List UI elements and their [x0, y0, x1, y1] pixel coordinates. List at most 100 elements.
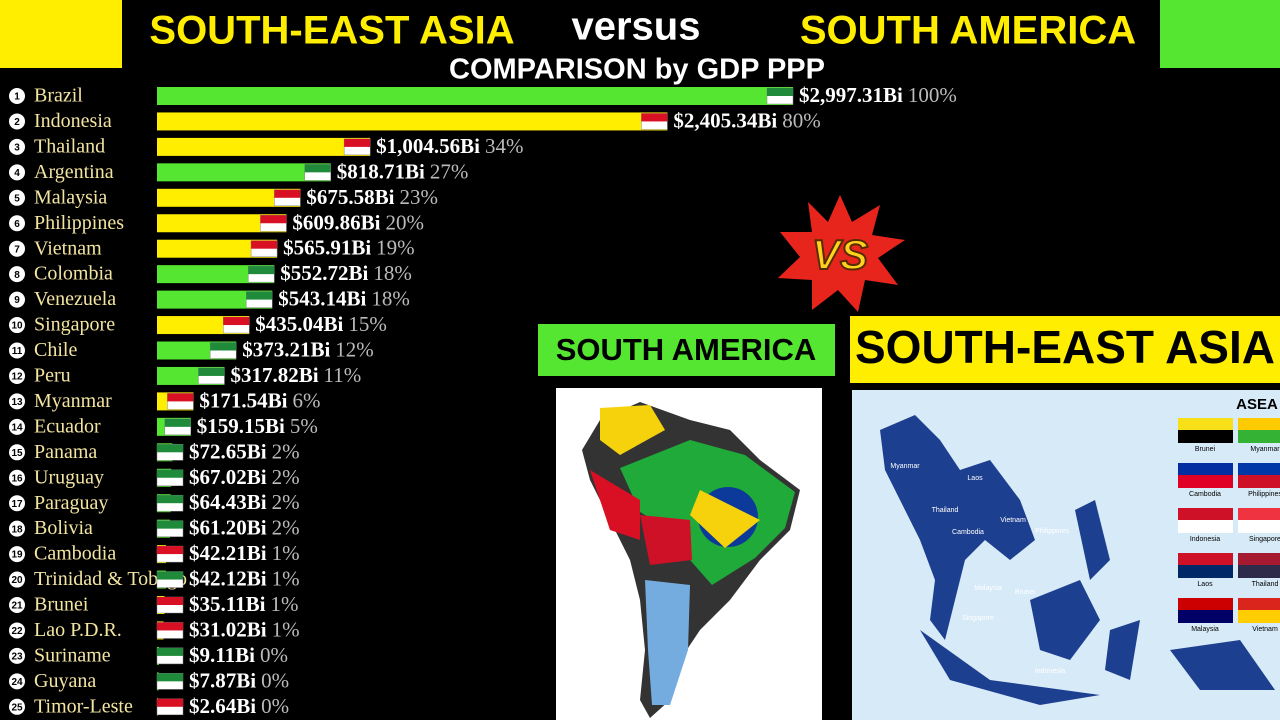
- category-label: Singapore: [34, 314, 115, 336]
- value-label: $67.02Bi 2%: [189, 465, 300, 489]
- value-label: $2,405.34Bi 80%: [673, 108, 820, 132]
- flag: [1178, 475, 1233, 488]
- value-text: $818.71Bi: [337, 159, 425, 183]
- rank-badge: [9, 266, 25, 283]
- share-text: 6%: [292, 388, 320, 412]
- flag-icon: [260, 215, 287, 224]
- value-label: $2.64Bi 0%: [189, 694, 289, 718]
- value-label: $7.87Bi 0%: [189, 668, 289, 692]
- share-text: 23%: [399, 185, 438, 209]
- category-label: Argentina: [34, 161, 114, 183]
- value-text: $42.12Bi: [189, 566, 267, 590]
- flag-label: Indonesia: [1190, 536, 1220, 543]
- bar: [157, 214, 287, 233]
- flag: [1238, 508, 1280, 520]
- flag-label: Myanmar: [1250, 446, 1280, 453]
- flag-icon: [157, 698, 183, 707]
- chart-title: versus: [572, 5, 701, 49]
- value-label: $435.04Bi 15%: [255, 312, 387, 336]
- bars: 1 Brazil $2,997.31Bi 100%2 Indonesia $2,405.3…: [9, 83, 957, 718]
- bar: [157, 239, 278, 258]
- value-text: $2,997.31Bi: [799, 83, 903, 107]
- rank-badge: [9, 189, 25, 206]
- map-label: Thailand: [932, 507, 959, 514]
- category-label: Philippines: [34, 212, 124, 234]
- rank-badge: [9, 698, 25, 715]
- value-text: $72.65Bi: [189, 439, 267, 463]
- flag: [1178, 430, 1233, 443]
- flag-icon: [157, 673, 183, 682]
- bar: [157, 87, 793, 105]
- value-text: $7.87Bi: [189, 668, 256, 692]
- value-text: $9.11Bi: [189, 643, 255, 667]
- flag-label: Thailand: [1252, 581, 1279, 588]
- value-label: $675.58Bi 23%: [306, 185, 438, 209]
- value-text: $1,004.56Bi: [376, 134, 480, 158]
- value-text: $552.72Bi: [280, 261, 368, 285]
- panel-label-bg: [538, 324, 835, 376]
- bar: [157, 112, 668, 131]
- category-label: Indonesia: [34, 110, 112, 132]
- category-label: Thailand: [34, 135, 105, 157]
- category-label: Brunei: [34, 594, 89, 616]
- rank-label: 23: [11, 652, 23, 663]
- share-text: 2%: [272, 515, 300, 539]
- value-label: $1,004.56Bi 34%: [376, 134, 523, 158]
- rank-badge: [9, 571, 25, 588]
- value-text: $159.15Bi: [197, 414, 285, 438]
- value-label: $9.11Bi 0%: [189, 643, 288, 667]
- flag-icon: [304, 164, 331, 173]
- rank-label: 2: [14, 117, 20, 128]
- share-text: 34%: [485, 134, 524, 158]
- share-text: 80%: [782, 108, 821, 132]
- value-label: $171.54Bi 6%: [199, 388, 320, 412]
- bar: [157, 290, 273, 309]
- flag: [1238, 610, 1280, 623]
- share-text: 12%: [335, 337, 374, 361]
- flag: [1178, 610, 1233, 623]
- flag-label: Brunei: [1195, 446, 1216, 453]
- flag: [1178, 463, 1233, 475]
- category-label: Malaysia: [34, 186, 107, 208]
- header-block: [1160, 0, 1280, 68]
- vs-badge: [778, 195, 905, 312]
- bar: [157, 163, 331, 182]
- category-label: Cambodia: [34, 543, 116, 565]
- flag-icon: [157, 647, 183, 656]
- flag: [1178, 598, 1233, 610]
- flag-icon: [157, 571, 183, 580]
- rank-label: 1: [14, 92, 20, 103]
- rank-badge: [9, 520, 25, 537]
- rank-badge: [9, 393, 25, 410]
- share-text: 0%: [261, 694, 289, 718]
- rank-badge: [9, 673, 25, 690]
- value-text: $609.86Bi: [292, 210, 380, 234]
- value-text: $35.11Bi: [189, 592, 266, 616]
- map-label: Cambodia: [952, 529, 984, 536]
- value-text: $2.64Bi: [189, 694, 256, 718]
- panel-label: SOUTH-EAST ASIA: [855, 321, 1275, 373]
- share-text: 1%: [272, 541, 300, 565]
- flag: [1178, 565, 1233, 578]
- flag-icon: [198, 367, 225, 376]
- value-label: $543.14Bi 18%: [278, 286, 410, 310]
- value-text: $565.91Bi: [283, 236, 371, 260]
- flag-icon: [210, 342, 237, 351]
- value-text: $435.04Bi: [255, 312, 343, 336]
- value-label: $818.71Bi 27%: [337, 159, 469, 183]
- flag-icon: [157, 597, 183, 605]
- flag: [1238, 430, 1280, 443]
- flag-icon: [167, 393, 194, 402]
- rank-badge: [9, 113, 25, 130]
- rank-label: 21: [11, 601, 23, 612]
- flag: [1178, 553, 1233, 565]
- flag-icon: [157, 495, 183, 504]
- category-label: Vietnam: [34, 237, 102, 259]
- rank-label: 3: [14, 143, 20, 154]
- rank-label: 15: [11, 448, 23, 459]
- rank-label: 8: [14, 270, 20, 281]
- south-america-map: [582, 402, 800, 718]
- category-label: Colombia: [34, 263, 113, 285]
- legend-entry: SOUTH-EAST ASIA: [149, 9, 514, 53]
